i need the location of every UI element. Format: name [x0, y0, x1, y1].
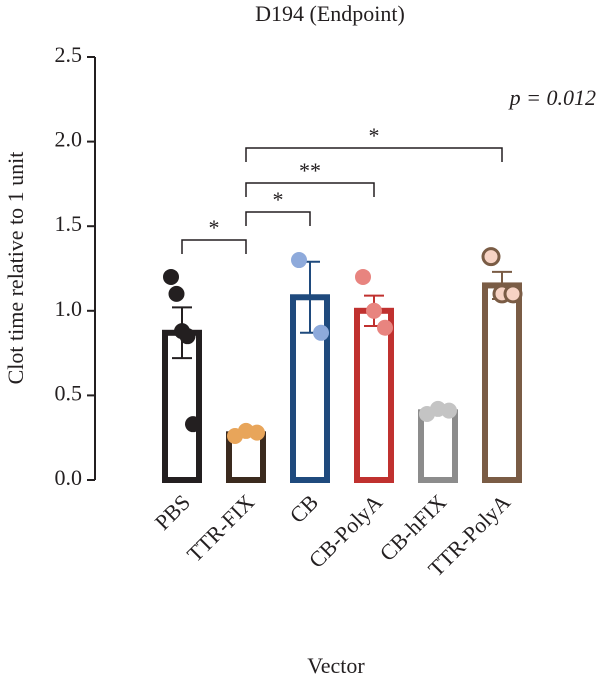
bar: [354, 307, 394, 483]
data-point: [168, 285, 185, 302]
y-tick-label: 1.5: [55, 211, 83, 236]
data-point: [179, 328, 196, 345]
chart-title: D194 (Endpoint): [255, 1, 405, 26]
y-tick-label: 0.0: [55, 465, 83, 490]
data-point: [313, 324, 329, 341]
bar: [418, 409, 458, 484]
significance-bracket: [245, 147, 503, 162]
y-tick-label: 2.0: [55, 127, 83, 152]
x-tick-label: CB: [285, 489, 323, 527]
data-point: [503, 284, 523, 304]
y-tick-label: 0.5: [55, 380, 83, 405]
data-point: [377, 319, 393, 336]
y-tick-label: 1.0: [55, 296, 83, 321]
significance-label: *: [209, 215, 220, 240]
significance-bracket: [245, 211, 311, 226]
significance-bracket: [245, 182, 375, 197]
x-axis-label: Vector: [307, 653, 365, 678]
x-tick-label: PBS: [150, 489, 195, 534]
significance-bracket: [181, 239, 247, 254]
x-tick-label: TTR-FIX: [182, 489, 259, 566]
data-point: [481, 247, 501, 267]
data-point: [366, 302, 382, 319]
y-tick-label: 2.5: [55, 42, 83, 67]
data-point: [291, 252, 307, 269]
significance-label: *: [369, 123, 380, 148]
data-point: [185, 416, 201, 433]
bar: [482, 282, 522, 484]
significance-label: **: [299, 158, 321, 183]
data-point: [163, 268, 179, 285]
data-point: [441, 402, 457, 419]
data-point: [249, 424, 265, 441]
p-value: p = 0.012: [508, 85, 596, 110]
data-point: [355, 268, 371, 285]
y-axis-label: Clot time relative to 1 unit: [3, 152, 28, 385]
significance-label: *: [273, 187, 284, 212]
